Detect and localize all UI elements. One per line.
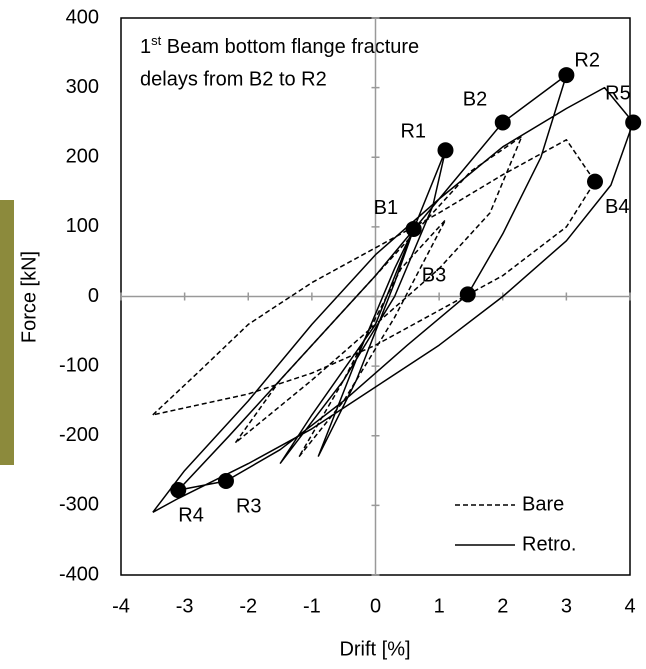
point-label: R4 — [178, 504, 204, 526]
point-label: R1 — [400, 121, 426, 143]
y-axis-label: Force [kN] — [18, 251, 40, 343]
annotation-rest: Beam bottom flange fracture — [161, 36, 419, 58]
point-label: B2 — [463, 89, 487, 111]
key-point — [405, 220, 422, 237]
annotation-base: 1 — [140, 36, 151, 58]
key-point — [437, 142, 454, 159]
y-tick-label: -400 — [59, 563, 99, 585]
point-label: R2 — [574, 49, 600, 71]
point-label: R3 — [236, 495, 262, 517]
x-tick-label: -4 — [112, 595, 130, 617]
photo-fragment — [0, 200, 14, 465]
x-tick-label: -2 — [239, 595, 257, 617]
x-tick-label: -1 — [303, 595, 321, 617]
key-point — [217, 473, 234, 490]
y-tick-label: -200 — [59, 424, 99, 446]
point-label: R5 — [605, 83, 631, 105]
x-tick-label: 2 — [497, 595, 508, 617]
y-tick-label: -300 — [59, 494, 99, 516]
annotation-line2: delays from B2 to R2 — [140, 68, 327, 90]
key-point — [170, 482, 187, 499]
point-label: B1 — [374, 197, 398, 219]
key-point — [494, 114, 511, 131]
annotation-sup: st — [151, 33, 162, 48]
x-axis-label: Drift [%] — [339, 638, 410, 660]
legend-label: Retro. — [522, 533, 576, 555]
y-tick-label: 300 — [66, 76, 99, 98]
key-point — [558, 67, 575, 84]
legend-label: Bare — [522, 493, 564, 515]
annotation: 1st Beam bottom flange fracture — [140, 33, 419, 58]
point-label: B4 — [605, 196, 629, 218]
key-point — [459, 286, 476, 303]
key-point — [625, 114, 642, 131]
x-tick-label: 0 — [370, 595, 381, 617]
x-tick-label: -3 — [176, 595, 194, 617]
x-tick-label: 1 — [434, 595, 445, 617]
y-tick-label: -100 — [59, 354, 99, 376]
y-tick-label: 0 — [88, 285, 99, 307]
point-label: B3 — [422, 265, 446, 287]
series-line — [152, 74, 634, 513]
x-tick-label: 4 — [624, 595, 635, 617]
y-tick-label: 400 — [66, 6, 99, 28]
x-tick-label: 3 — [561, 595, 572, 617]
key-point — [587, 173, 604, 190]
y-tick-label: 100 — [66, 215, 99, 237]
y-tick-label: 200 — [66, 146, 99, 168]
